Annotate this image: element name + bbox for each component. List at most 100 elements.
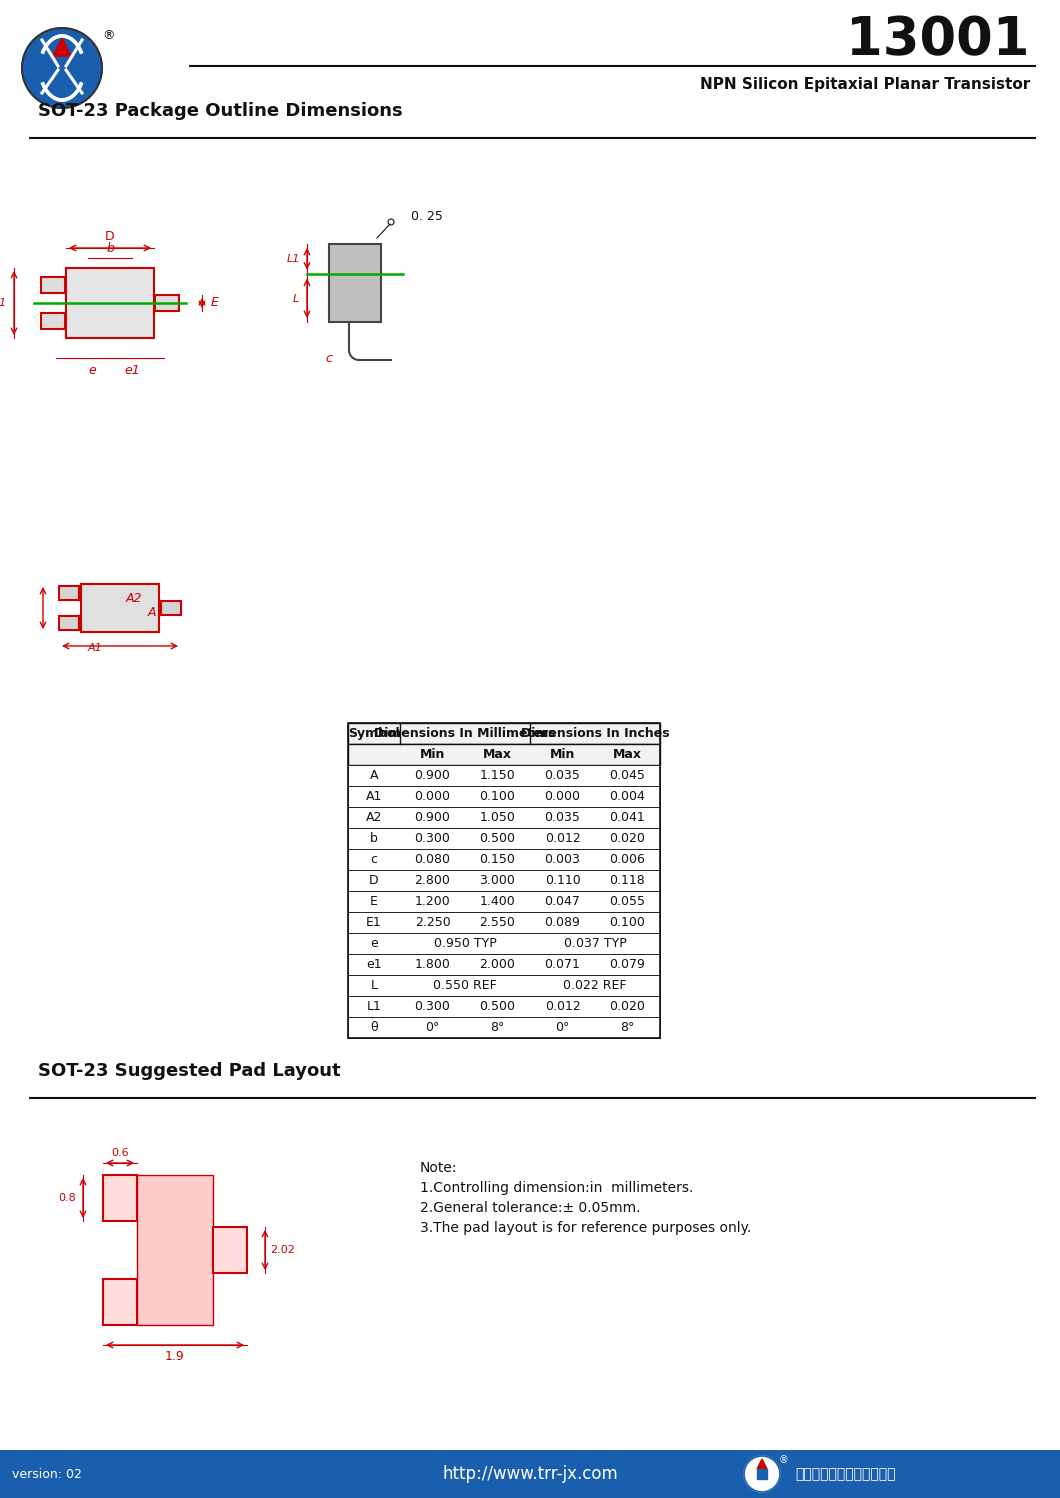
Bar	[213, 1227, 247, 1273]
Text: A: A	[147, 605, 156, 619]
Bar	[348, 828, 660, 849]
Bar	[0, 1450, 1060, 1498]
Bar	[81, 584, 159, 632]
Text: 0.089: 0.089	[545, 915, 581, 929]
Text: 1.200: 1.200	[414, 894, 450, 908]
Text: D: D	[105, 231, 114, 244]
Text: SOT-23 Package Outline Dimensions: SOT-23 Package Outline Dimensions	[38, 102, 403, 120]
Text: 0.150: 0.150	[479, 852, 515, 866]
Text: 0.100: 0.100	[610, 915, 646, 929]
Text: A: A	[370, 768, 378, 782]
Text: θ: θ	[370, 1022, 377, 1034]
Text: 0.118: 0.118	[610, 873, 646, 887]
Bar	[59, 616, 80, 631]
Text: e1: e1	[366, 959, 382, 971]
Text: 2.250: 2.250	[414, 915, 450, 929]
Text: 0.950 TYP: 0.950 TYP	[434, 938, 496, 950]
Text: 2.02: 2.02	[270, 1245, 296, 1255]
Text: 0.047: 0.047	[545, 894, 581, 908]
Text: 0.000: 0.000	[414, 789, 450, 803]
Text: ®: ®	[779, 1455, 789, 1465]
Text: 1.Controlling dimension:in  millimeters.: 1.Controlling dimension:in millimeters.	[420, 1180, 693, 1195]
Text: http://www.trr-jx.com: http://www.trr-jx.com	[442, 1465, 618, 1483]
Text: e: e	[370, 938, 377, 950]
Text: 8°: 8°	[620, 1022, 635, 1034]
Text: 0.300: 0.300	[414, 1001, 450, 1013]
Text: D: D	[369, 873, 378, 887]
Text: 1.150: 1.150	[479, 768, 515, 782]
Text: 0.012: 0.012	[545, 1001, 581, 1013]
Text: L: L	[371, 980, 377, 992]
Text: 0.8: 0.8	[58, 1192, 76, 1203]
Text: Dimensions In Inches: Dimensions In Inches	[520, 727, 669, 740]
Text: E1: E1	[0, 298, 7, 309]
Text: 0.079: 0.079	[610, 959, 646, 971]
Bar	[348, 954, 660, 975]
Text: 0.100: 0.100	[479, 789, 515, 803]
Text: 0.300: 0.300	[414, 831, 450, 845]
Text: 0.035: 0.035	[545, 768, 581, 782]
Text: 0.6: 0.6	[111, 1147, 129, 1158]
Text: A1: A1	[88, 643, 103, 653]
Text: 0.110: 0.110	[545, 873, 581, 887]
Bar	[66, 268, 154, 339]
Bar	[348, 933, 660, 954]
Text: Max: Max	[483, 748, 512, 761]
Text: Max: Max	[613, 748, 642, 761]
Text: version: 02: version: 02	[12, 1468, 82, 1480]
Circle shape	[744, 1456, 780, 1492]
Bar	[348, 996, 660, 1017]
Bar	[348, 891, 660, 912]
Text: 0.020: 0.020	[610, 831, 646, 845]
Text: 0.003: 0.003	[545, 852, 581, 866]
Text: E: E	[211, 297, 219, 310]
Text: 0°: 0°	[425, 1022, 440, 1034]
Text: 2.000: 2.000	[479, 959, 515, 971]
Text: A2: A2	[126, 592, 142, 605]
Text: c: c	[371, 852, 377, 866]
Text: 0.550 REF: 0.550 REF	[434, 980, 497, 992]
Bar	[103, 1279, 137, 1326]
Bar	[348, 912, 660, 933]
Bar	[155, 295, 179, 312]
Text: Min: Min	[550, 748, 576, 761]
Text: Min: Min	[420, 748, 445, 761]
Text: e1: e1	[124, 364, 140, 376]
Text: b: b	[106, 243, 113, 256]
Text: NPN Silicon Epitaxial Planar Transistor: NPN Silicon Epitaxial Planar Transistor	[700, 78, 1030, 93]
Text: 0.500: 0.500	[479, 831, 515, 845]
Circle shape	[22, 28, 102, 108]
Text: c: c	[325, 352, 333, 364]
Text: E1: E1	[366, 915, 382, 929]
Text: 0°: 0°	[555, 1022, 569, 1034]
Text: 0.037 TYP: 0.037 TYP	[564, 938, 626, 950]
Bar	[348, 849, 660, 870]
Text: 0.022 REF: 0.022 REF	[563, 980, 626, 992]
Text: 0.045: 0.045	[610, 768, 646, 782]
Text: 广东颅兴电子科技有限公司: 广东颅兴电子科技有限公司	[795, 1467, 896, 1482]
Text: 2.General tolerance:± 0.05mm.: 2.General tolerance:± 0.05mm.	[420, 1201, 640, 1215]
Text: 8°: 8°	[491, 1022, 505, 1034]
Text: A1: A1	[366, 789, 383, 803]
Bar	[329, 244, 381, 322]
Text: 0.080: 0.080	[414, 852, 450, 866]
Polygon shape	[757, 1459, 767, 1470]
Text: 0.055: 0.055	[610, 894, 646, 908]
Text: ®: ®	[102, 30, 114, 42]
Text: E: E	[370, 894, 378, 908]
Polygon shape	[53, 37, 71, 55]
Text: 1.400: 1.400	[479, 894, 515, 908]
Bar	[348, 975, 660, 996]
Bar	[41, 313, 65, 330]
Text: 0. 25: 0. 25	[411, 210, 443, 223]
Text: Note:: Note:	[420, 1161, 458, 1174]
Text: 0.071: 0.071	[545, 959, 581, 971]
Bar	[59, 586, 80, 601]
Text: 0.012: 0.012	[545, 831, 581, 845]
Text: 1.800: 1.800	[414, 959, 450, 971]
Bar	[137, 1174, 213, 1326]
Bar	[348, 724, 660, 745]
Text: L1: L1	[286, 253, 300, 264]
Text: 0.004: 0.004	[610, 789, 646, 803]
Text: 0.041: 0.041	[610, 810, 646, 824]
